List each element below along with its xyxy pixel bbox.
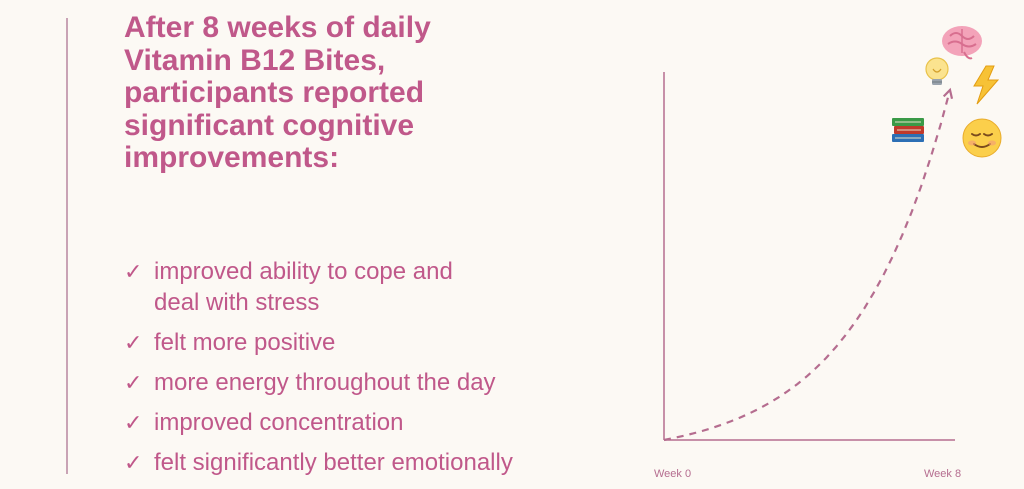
benefit-label: improved concentration bbox=[154, 409, 404, 436]
benefit-list: ✓ improved ability to cope and deal with… bbox=[124, 256, 513, 487]
benefit-label: felt more positive bbox=[154, 329, 336, 356]
trend-line bbox=[663, 89, 952, 442]
benefit-label: more energy throughout the day bbox=[154, 369, 496, 396]
x-tick-label-start: Week 0 bbox=[654, 468, 691, 480]
benefit-item-cope-stress: ✓ improved ability to cope and deal with… bbox=[124, 256, 513, 318]
check-icon: ✓ bbox=[124, 330, 143, 355]
benefit-item-energy: ✓ more energy throughout the day bbox=[124, 367, 513, 398]
benefit-label-line-1: improved ability to cope and bbox=[154, 258, 453, 285]
headline-line-1: After 8 weeks of daily bbox=[124, 11, 431, 44]
benefit-item-positive: ✓ felt more positive bbox=[124, 327, 513, 358]
vertical-divider bbox=[66, 18, 68, 474]
check-icon: ✓ bbox=[124, 450, 143, 475]
books-emoji-icon bbox=[892, 118, 924, 142]
benefit-label-line-2: deal with stress bbox=[154, 289, 320, 316]
lightning-emoji-icon bbox=[973, 65, 1000, 105]
headline-line-3: participants reported bbox=[124, 76, 425, 109]
headline: After 8 weeks of daily Vitamin B12 Bites… bbox=[124, 11, 544, 175]
check-icon: ✓ bbox=[124, 370, 143, 395]
check-icon: ✓ bbox=[124, 259, 143, 284]
trend-arrowhead bbox=[942, 87, 954, 100]
benefit-item-emotional: ✓ felt significantly better emotionally bbox=[124, 447, 513, 478]
smiling-face-emoji-icon bbox=[962, 118, 1002, 158]
x-tick-label-end: Week 8 bbox=[924, 468, 961, 480]
light-bulb-emoji-icon bbox=[925, 57, 949, 85]
benefit-label: felt significantly better emotionally bbox=[154, 449, 513, 476]
improvement-chart: Week 0 Week 8 bbox=[654, 26, 1002, 480]
headline-line-2: Vitamin B12 Bites, bbox=[124, 43, 386, 77]
benefit-item-concentration: ✓ improved concentration bbox=[124, 407, 513, 438]
headline-line-4: significant cognitive bbox=[124, 108, 415, 142]
check-icon: ✓ bbox=[124, 410, 143, 435]
headline-line-5: improvements: bbox=[124, 141, 340, 174]
brain-emoji-icon bbox=[942, 26, 982, 60]
